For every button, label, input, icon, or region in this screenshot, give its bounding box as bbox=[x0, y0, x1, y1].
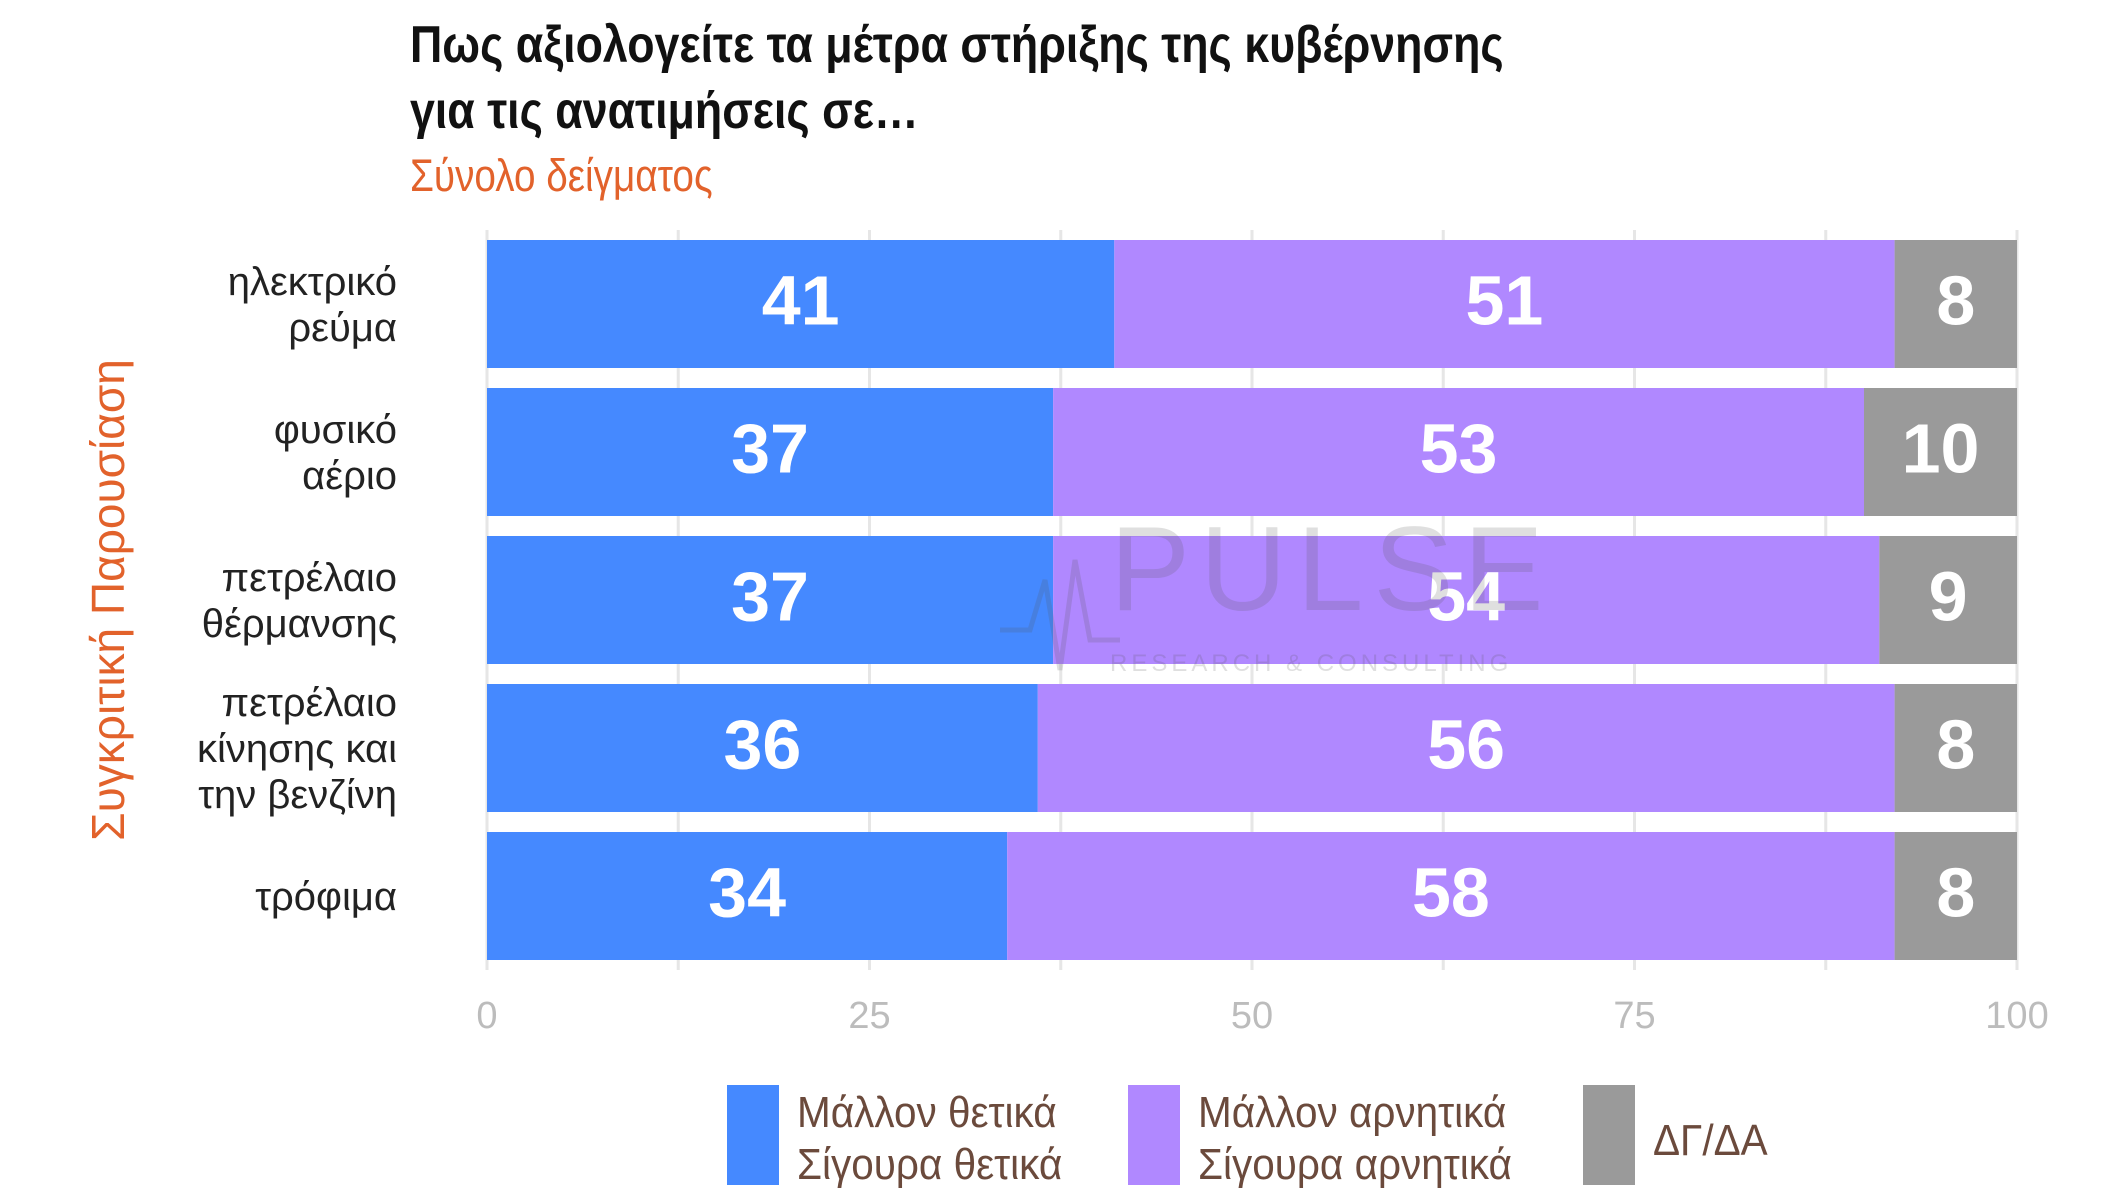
bar-segment bbox=[1007, 832, 1895, 960]
legend-swatch-positive bbox=[727, 1085, 779, 1185]
category-label: πετρέλαιο κίνησης και την βενζίνη bbox=[197, 681, 397, 817]
data-label: 56 bbox=[1427, 705, 1505, 783]
bar-segment bbox=[487, 684, 1038, 812]
x-tick-label: 75 bbox=[1613, 995, 1655, 1037]
data-label: 37 bbox=[731, 409, 809, 487]
data-label: 8 bbox=[1936, 261, 1975, 339]
bar-segment bbox=[1894, 240, 2017, 368]
x-tick-label: 50 bbox=[1231, 995, 1273, 1037]
bar-segment bbox=[1053, 388, 1864, 516]
data-label: 58 bbox=[1412, 853, 1490, 931]
category-label: ηλεκτρικό ρεύμα bbox=[228, 260, 397, 350]
stacked-bar-chart: 0 25 50 75 100 41 51 8 ηλεκτρικό ρεύμα 37 53 10 φυσικ… bbox=[197, 230, 2049, 1037]
bar-segment bbox=[1053, 536, 1880, 664]
legend-swatch-dk bbox=[1583, 1085, 1635, 1185]
bar-segment bbox=[1879, 536, 2017, 664]
data-label: 51 bbox=[1466, 261, 1544, 339]
legend-label-negative: Μάλλον αρνητικά Σίγουρα αρνητικά bbox=[1198, 1088, 1512, 1189]
bar-segment bbox=[487, 240, 1115, 368]
data-label: 37 bbox=[731, 557, 809, 635]
legend-swatch-negative bbox=[1128, 1085, 1180, 1185]
data-label: 54 bbox=[1427, 557, 1505, 635]
bar-segment bbox=[1864, 388, 2017, 516]
bar-segment bbox=[1894, 832, 2017, 960]
bar-segment bbox=[487, 536, 1054, 664]
data-label: 53 bbox=[1420, 409, 1498, 487]
data-label: 36 bbox=[723, 705, 801, 783]
chart-subtitle: Σύνολο δείγματος bbox=[410, 150, 713, 201]
data-label: 34 bbox=[708, 853, 786, 931]
category-label: τρόφιμα bbox=[255, 875, 397, 919]
data-label: 9 bbox=[1929, 557, 1968, 635]
x-tick-label: 100 bbox=[1985, 995, 2048, 1037]
bar-segment bbox=[1114, 240, 1895, 368]
data-label: 8 bbox=[1936, 853, 1975, 931]
data-label: 41 bbox=[762, 261, 840, 339]
bar-segment bbox=[487, 832, 1008, 960]
category-label: πετρέλαιο θέρμανσης bbox=[202, 556, 397, 646]
bar-segment bbox=[1894, 684, 2017, 812]
legend: Μάλλον θετικά Σίγουρα θετικά Μάλλον αρνη… bbox=[0, 1085, 2127, 1195]
bar-segment bbox=[487, 388, 1054, 516]
category-label: φυσικό αέριο bbox=[274, 408, 397, 498]
chart-title: Πως αξιολογείτε τα μέτρα στήριξης της κυ… bbox=[410, 16, 1504, 140]
data-label: 8 bbox=[1936, 705, 1975, 783]
bar-segment bbox=[1037, 684, 1895, 812]
data-label: 10 bbox=[1902, 409, 1980, 487]
legend-label-dk: ΔΓ/ΔΑ bbox=[1653, 1116, 1768, 1165]
x-tick-label: 25 bbox=[848, 995, 890, 1037]
legend-label-positive: Μάλλον θετικά Σίγουρα θετικά bbox=[797, 1088, 1063, 1189]
x-tick-label: 0 bbox=[476, 995, 497, 1037]
